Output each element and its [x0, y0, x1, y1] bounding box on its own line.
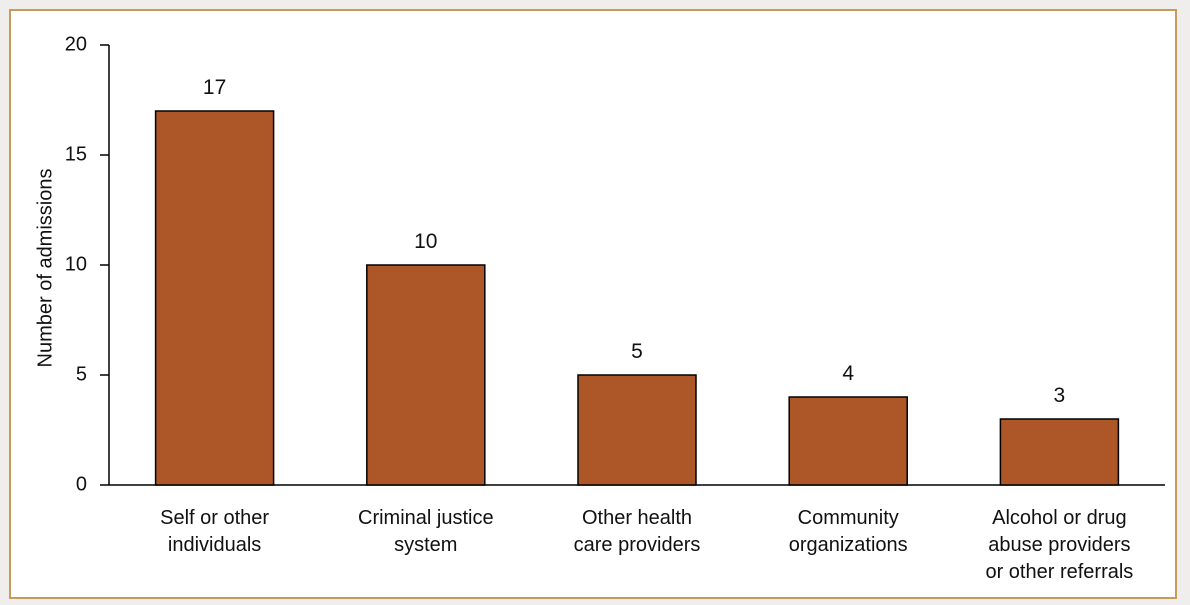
category-label-line: Other health	[582, 507, 692, 529]
bar	[366, 264, 486, 486]
y-tick-label: 20	[65, 33, 87, 55]
y-tick-label: 0	[76, 473, 87, 495]
bar-value-label: 4	[842, 362, 854, 385]
y-tick-label: 15	[65, 143, 87, 165]
category-label: Criminal justice system	[358, 507, 494, 556]
category-label-line: abuse providers	[988, 534, 1130, 556]
value-labels: 17 10 5 4 3	[203, 76, 1065, 407]
y-axis-title: Number of admissions	[34, 169, 56, 368]
category-label-line: Criminal justice	[358, 507, 494, 529]
category-label-line: individuals	[168, 534, 261, 556]
category-label-line: Community	[798, 507, 899, 529]
category-labels: Self or other individuals Criminal justice…	[160, 507, 1133, 583]
category-label-line: care providers	[574, 534, 701, 556]
y-tick-label: 5	[76, 363, 87, 385]
y-ticks: 0 5 10 15 20	[65, 33, 109, 495]
bar-value-label: 17	[203, 76, 226, 99]
category-label-line: organizations	[789, 534, 908, 556]
category-label-line: or other referrals	[985, 561, 1133, 583]
category-label: Self or other individuals	[160, 507, 269, 556]
category-label: Community organizations	[789, 507, 908, 556]
bar	[577, 374, 697, 486]
bar	[788, 396, 908, 486]
bar-value-label: 3	[1054, 384, 1066, 407]
bars	[154, 110, 1120, 486]
category-label: Other health care providers	[574, 507, 701, 556]
category-label-line: Alcohol or drug	[992, 507, 1127, 529]
bar	[999, 418, 1120, 486]
category-label-line: system	[394, 534, 457, 556]
category-label: Alcohol or drug abuse providers or other r…	[985, 507, 1133, 583]
bar-value-label: 5	[631, 340, 643, 363]
bar-value-label: 10	[414, 230, 437, 253]
bar	[154, 110, 275, 486]
category-label-line: Self or other	[160, 507, 269, 529]
y-tick-label: 10	[65, 253, 87, 275]
